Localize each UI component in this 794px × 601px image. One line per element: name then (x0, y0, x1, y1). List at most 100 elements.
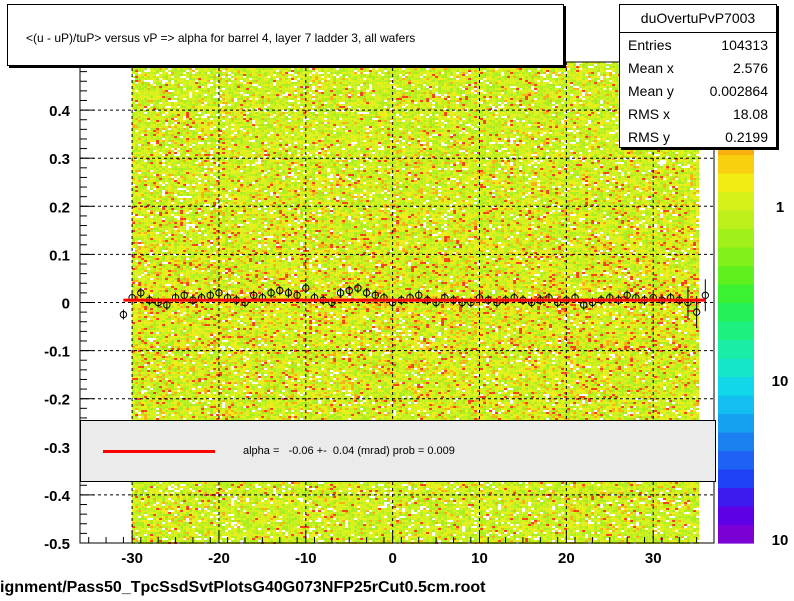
heatmap-cell (219, 88, 222, 90)
heatmap-cell (573, 106, 576, 108)
heatmap-cell (405, 68, 408, 70)
heatmap-cell (555, 92, 558, 94)
heatmap-cell (501, 66, 504, 68)
heatmap-cell (168, 102, 171, 104)
heatmap-cell (381, 72, 384, 74)
heatmap-cell (531, 106, 534, 108)
heatmap-cell (180, 100, 183, 102)
heatmap-cell (387, 102, 390, 104)
heatmap-cell (606, 74, 609, 76)
heatmap-cell (273, 88, 276, 90)
heatmap-cell (366, 98, 369, 100)
heatmap-cell (474, 74, 477, 76)
heatmap-cell (603, 98, 606, 100)
heatmap-cell (324, 80, 327, 82)
heatmap-cell (150, 96, 153, 98)
heatmap-cell (234, 78, 237, 80)
heatmap-cell (462, 106, 465, 108)
heatmap-cell (387, 96, 390, 98)
heatmap-cell (189, 66, 192, 68)
heatmap-cell (534, 102, 537, 104)
heatmap-cell (144, 102, 147, 104)
heatmap-cell (165, 104, 168, 106)
heatmap-cell (213, 82, 216, 84)
heatmap-cell (417, 82, 420, 84)
heatmap-cell (603, 74, 606, 76)
heatmap-cell (204, 96, 207, 98)
heatmap-cell (453, 86, 456, 88)
heatmap-cell (378, 92, 381, 94)
heatmap-cell (222, 98, 225, 100)
heatmap-cell (321, 82, 324, 84)
heatmap-cell (135, 100, 138, 102)
heatmap-cell (555, 84, 558, 86)
heatmap-cell (318, 78, 321, 80)
heatmap-cell (339, 76, 342, 78)
heatmap-cell (429, 94, 432, 96)
heatmap-cell (561, 100, 564, 102)
heatmap-cell (249, 102, 252, 104)
heatmap-cell (534, 88, 537, 90)
heatmap-cell (330, 94, 333, 96)
heatmap-cell (285, 68, 288, 70)
heatmap-cell (588, 90, 591, 92)
heatmap-cell (585, 96, 588, 98)
heatmap-cell (318, 94, 321, 96)
heatmap-cell (441, 78, 444, 80)
heatmap-cell (471, 104, 474, 106)
heatmap-cell (570, 70, 573, 72)
heatmap-cell (519, 98, 522, 100)
heatmap-cell (144, 94, 147, 96)
heatmap-cell (381, 70, 384, 72)
heatmap-cell (495, 90, 498, 92)
heatmap-cell (138, 98, 141, 100)
heatmap-cell (483, 100, 486, 102)
heatmap-cell (279, 72, 282, 74)
heatmap-cell (435, 78, 438, 80)
heatmap-cell (306, 86, 309, 88)
heatmap-cell (447, 84, 450, 86)
heatmap-cell (435, 70, 438, 72)
heatmap-cell (579, 100, 582, 102)
heatmap-cell (471, 68, 474, 70)
heatmap-cell (600, 74, 603, 76)
heatmap-cell (300, 90, 303, 92)
heatmap-cell (552, 72, 555, 74)
heatmap-cell (429, 96, 432, 98)
heatmap-cell (366, 78, 369, 80)
heatmap-cell (411, 76, 414, 78)
heatmap-cell (345, 98, 348, 100)
heatmap-cell (495, 92, 498, 94)
heatmap-cell (555, 96, 558, 98)
heatmap-cell (609, 102, 612, 104)
heatmap-cell (438, 86, 441, 88)
heatmap-cell (483, 98, 486, 100)
heatmap-cell (537, 66, 540, 68)
heatmap-cell (423, 68, 426, 70)
heatmap-cell (138, 88, 141, 90)
heatmap-cell (576, 104, 579, 106)
heatmap-cell (285, 74, 288, 76)
heatmap-cell (603, 104, 606, 106)
heatmap-cell (420, 72, 423, 74)
heatmap-cell (354, 82, 357, 84)
heatmap-cell (543, 88, 546, 90)
heatmap-cell (453, 100, 456, 102)
heatmap-cell (399, 78, 402, 80)
heatmap-cell (384, 82, 387, 84)
heatmap-cell (252, 80, 255, 82)
heatmap-cell (603, 80, 606, 82)
heatmap-cell (600, 98, 603, 100)
heatmap-cell (228, 74, 231, 76)
heatmap-cell (318, 92, 321, 94)
heatmap-cell (261, 98, 264, 100)
heatmap-cell (183, 84, 186, 86)
heatmap-cell (141, 92, 144, 94)
heatmap-cell (141, 96, 144, 98)
heatmap-cell (270, 78, 273, 80)
heatmap-cell (516, 100, 519, 102)
heatmap-cell (531, 66, 534, 68)
heatmap-cell (174, 74, 177, 76)
heatmap-cell (267, 98, 270, 100)
heatmap-cell (276, 92, 279, 94)
